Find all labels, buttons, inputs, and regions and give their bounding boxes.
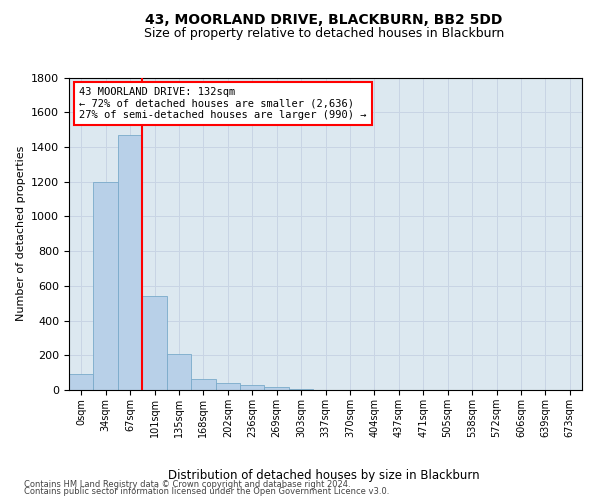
Bar xyxy=(118,135,142,390)
Y-axis label: Number of detached properties: Number of detached properties xyxy=(16,146,26,322)
Text: 43 MOORLAND DRIVE: 132sqm
← 72% of detached houses are smaller (2,636)
27% of se: 43 MOORLAND DRIVE: 132sqm ← 72% of detac… xyxy=(79,87,367,120)
Bar xyxy=(94,182,118,390)
Text: Contains HM Land Registry data © Crown copyright and database right 2024.: Contains HM Land Registry data © Crown c… xyxy=(24,480,350,489)
Text: Size of property relative to detached houses in Blackburn: Size of property relative to detached ho… xyxy=(144,28,504,40)
Text: 43, MOORLAND DRIVE, BLACKBURN, BB2 5DD: 43, MOORLAND DRIVE, BLACKBURN, BB2 5DD xyxy=(145,12,503,26)
Bar xyxy=(167,354,191,390)
Bar xyxy=(69,374,94,390)
Text: Contains public sector information licensed under the Open Government Licence v3: Contains public sector information licen… xyxy=(24,487,389,496)
Bar xyxy=(215,383,240,390)
Bar xyxy=(289,389,313,390)
Bar xyxy=(142,296,167,390)
Bar xyxy=(265,386,289,390)
Bar xyxy=(191,378,215,390)
Bar xyxy=(240,385,265,390)
Text: Distribution of detached houses by size in Blackburn: Distribution of detached houses by size … xyxy=(168,470,480,482)
